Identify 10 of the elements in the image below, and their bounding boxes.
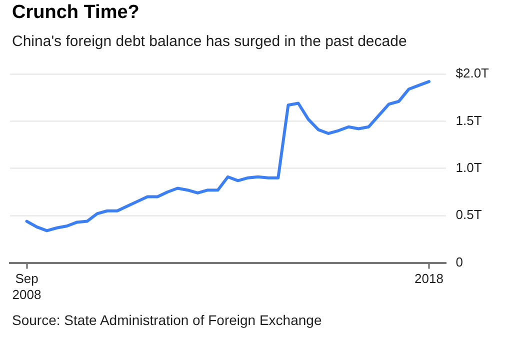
chart-title: Crunch Time? [12,2,140,24]
x-tick-label: Sep 2008 [12,271,42,302]
x-tick-label: 2018 [414,271,444,286]
y-tick-label: 1.0T [456,160,482,175]
y-tick-label: 0 [456,254,463,270]
source-note: Source: State Administration of Foreign Exchange [12,312,322,328]
y-tick-label: 0.5T [456,207,482,222]
y-tick-label: $2.0T [456,66,490,81]
chart-subtitle: China's foreign debt balance has surged in the past decade [12,33,407,50]
y-tick-label: 1.5T [456,112,482,128]
